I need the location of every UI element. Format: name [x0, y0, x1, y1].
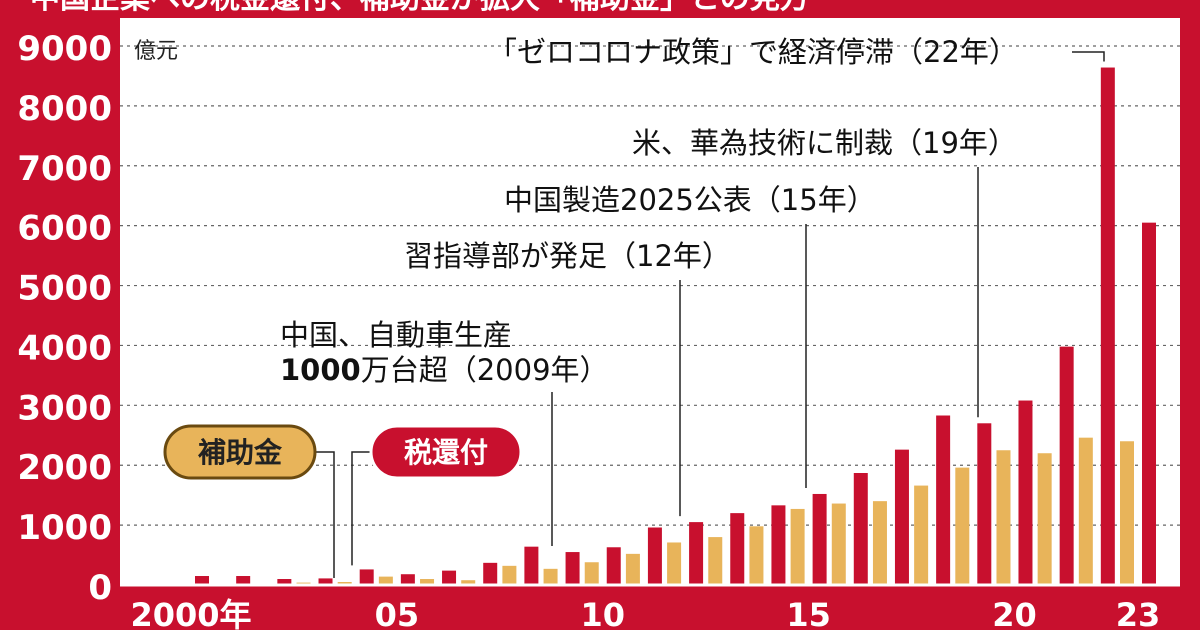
bar-tax-rebate	[1142, 222, 1156, 585]
bar-tax-rebate	[483, 562, 498, 585]
bar-tax-rebate	[359, 569, 374, 585]
bar-subsidy	[502, 565, 517, 585]
annotation-label: 中国製造2025公表（15年）	[504, 183, 876, 217]
bar-tax-rebate	[195, 576, 209, 585]
bar-tax-rebate	[524, 546, 539, 585]
bar-subsidy	[749, 526, 764, 585]
y-tick-label: 4000	[17, 328, 112, 368]
bar-subsidy	[420, 579, 435, 585]
bar-tax-rebate	[647, 527, 662, 585]
bar-subsidy	[790, 508, 805, 585]
x-tick-label: 2000年	[130, 596, 251, 630]
bar-subsidy	[378, 576, 393, 585]
bar-subsidy	[584, 562, 599, 585]
bar-subsidy	[543, 568, 558, 585]
legend-badge	[369, 424, 523, 480]
bar-subsidy	[708, 537, 723, 585]
bar-tax-rebate	[771, 505, 786, 585]
x-tick-label: 20	[992, 596, 1037, 630]
bar-subsidy	[1037, 453, 1052, 585]
bar-tax-rebate	[1100, 67, 1115, 585]
y-tick-label: 3000	[17, 388, 112, 428]
bar-subsidy	[667, 542, 682, 585]
legend-badge	[163, 424, 317, 480]
bar-subsidy	[1078, 437, 1093, 585]
annotation-label: 中国、自動車生産	[280, 318, 512, 352]
bar-subsidy	[872, 501, 887, 585]
x-tick-label: 05	[375, 596, 420, 630]
y-tick-label: 2000	[17, 448, 112, 488]
bar-subsidy	[625, 553, 640, 585]
legend-label: 補助金	[197, 436, 283, 469]
bar-tax-rebate	[277, 579, 292, 585]
bar-tax-rebate	[442, 570, 457, 585]
x-tick-label: 10	[580, 596, 625, 630]
x-tick-label: 23	[1116, 596, 1161, 630]
bar-subsidy	[955, 467, 970, 585]
legend-leader-line	[351, 451, 371, 566]
annotation-label: 「ゼロコロナ政策」で経済停滞（22年）	[488, 35, 1018, 69]
bar-tax-rebate	[606, 547, 621, 585]
legend-leader-line	[315, 451, 335, 579]
y-tick-label: 6000	[17, 209, 112, 249]
y-tick-label: 0	[88, 568, 112, 608]
y-tick-label: 9000	[17, 29, 112, 69]
bar-tax-rebate	[812, 493, 827, 585]
bar-subsidy	[1120, 441, 1134, 585]
bar-tax-rebate	[730, 513, 745, 585]
bar-tax-rebate	[400, 574, 415, 585]
x-tick-label: 15	[786, 596, 831, 630]
bar-subsidy	[461, 580, 476, 585]
y-tick-label: 8000	[17, 89, 112, 129]
annotation-label: 1000万台超（2009年）	[280, 353, 609, 387]
bar-tax-rebate	[318, 578, 333, 585]
bar-tax-rebate	[853, 473, 868, 585]
y-tick-label: 7000	[17, 149, 112, 189]
annotation-bold: 1000	[280, 353, 361, 387]
annotation-leader-line	[1072, 51, 1105, 62]
y-tick-label: 1000	[17, 508, 112, 548]
bar-tax-rebate	[565, 552, 580, 585]
y-tick-label: 5000	[17, 269, 112, 309]
bar-tax-rebate	[894, 449, 909, 585]
annotation-label: 習指導部が発足（12年）	[404, 239, 731, 273]
bar-tax-rebate	[1059, 346, 1074, 585]
bar-tax-rebate	[977, 423, 992, 585]
bar-tax-rebate	[936, 415, 951, 585]
y-unit-label: 億元	[134, 39, 178, 64]
legend-label: 税還付	[404, 436, 488, 469]
page-title: 中国企業への税金還付、補助金が拡大「補助金」との見方	[0, 0, 1200, 12]
bar-tax-rebate	[1018, 400, 1033, 585]
bar-subsidy	[914, 485, 929, 585]
bar-subsidy	[831, 503, 846, 585]
annotation-label: 米、華為技術に制裁（19年）	[632, 126, 1017, 160]
bar-tax-rebate	[689, 522, 704, 585]
bar-tax-rebate	[236, 576, 251, 585]
annotation-text: 万台超（2009年）	[361, 353, 609, 387]
bar-subsidy	[996, 450, 1011, 585]
